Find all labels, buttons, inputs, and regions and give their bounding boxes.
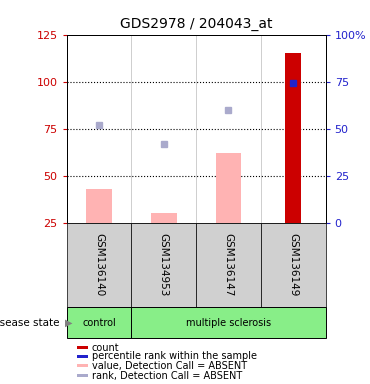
Bar xyxy=(261,223,326,307)
Bar xyxy=(67,223,131,307)
Bar xyxy=(77,364,88,367)
Bar xyxy=(77,346,88,349)
Bar xyxy=(151,214,177,223)
Text: GSM136140: GSM136140 xyxy=(94,233,104,296)
Bar xyxy=(285,53,301,223)
Text: GSM136147: GSM136147 xyxy=(223,233,233,297)
Text: percentile rank within the sample: percentile rank within the sample xyxy=(92,351,257,361)
Text: GSM136149: GSM136149 xyxy=(288,233,298,297)
Bar xyxy=(131,223,196,307)
Text: rank, Detection Call = ABSENT: rank, Detection Call = ABSENT xyxy=(92,371,242,381)
Text: count: count xyxy=(92,343,119,353)
Bar xyxy=(131,307,326,338)
Bar xyxy=(67,307,131,338)
Bar xyxy=(215,153,241,223)
Bar xyxy=(77,374,88,377)
Bar xyxy=(77,355,88,358)
Text: ▶: ▶ xyxy=(65,318,72,328)
Text: value, Detection Call = ABSENT: value, Detection Call = ABSENT xyxy=(92,361,247,371)
Text: multiple sclerosis: multiple sclerosis xyxy=(186,318,271,328)
Text: GSM134953: GSM134953 xyxy=(159,233,169,297)
Text: control: control xyxy=(82,318,116,328)
Text: disease state: disease state xyxy=(0,318,59,328)
Bar xyxy=(196,223,261,307)
Bar xyxy=(86,189,112,223)
Title: GDS2978 / 204043_at: GDS2978 / 204043_at xyxy=(120,17,272,31)
